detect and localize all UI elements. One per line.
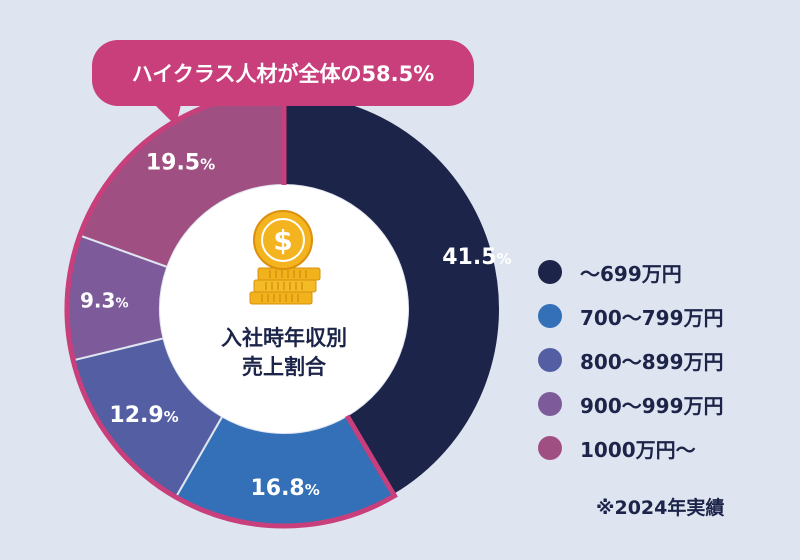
coin-stack-icon: $ (249, 210, 321, 305)
legend-swatch (538, 436, 562, 460)
legend-label: 1000万円〜 (580, 437, 696, 462)
slice-labels: 41.5%16.8%12.9%9.3%19.5% (80, 151, 512, 501)
center-title-line-2: 売上割合 (242, 355, 327, 379)
footnote: ※2024年実績 (596, 497, 725, 519)
slice-label-2: 16.8% (250, 476, 319, 501)
slice-label-1: 41.5% (442, 245, 511, 270)
legend-label: 800〜899万円 (580, 349, 724, 374)
chart-center-disc (160, 185, 408, 433)
legend-label: 700〜799万円 (580, 305, 724, 330)
center-title-line-1: 入社時年収別 (221, 326, 347, 350)
callout-text: ハイクラス人材が全体の58.5% (132, 62, 435, 86)
legend-swatch (538, 392, 562, 416)
slice-label-3: 12.9% (109, 403, 178, 428)
svg-text:$: $ (273, 224, 292, 257)
legend-item: 〜699万円 (538, 250, 778, 294)
legend-swatch (538, 304, 562, 328)
legend-label: 900〜999万円 (580, 393, 724, 418)
legend-label: 〜699万円 (580, 261, 682, 286)
legend-item: 1000万円〜 (538, 426, 778, 470)
legend-item: 700〜799万円 (538, 294, 778, 338)
legend-item: 800〜899万円 (538, 338, 778, 382)
legend-swatch (538, 260, 562, 284)
callout-bubble: ハイクラス人材が全体の58.5% (92, 40, 474, 126)
slice-label-5: 19.5% (146, 151, 215, 176)
legend-swatch (538, 348, 562, 372)
legend-item: 900〜999万円 (538, 382, 778, 426)
chart-legend: 〜699万円 700〜799万円 800〜899万円 900〜999万円 100… (538, 250, 778, 470)
